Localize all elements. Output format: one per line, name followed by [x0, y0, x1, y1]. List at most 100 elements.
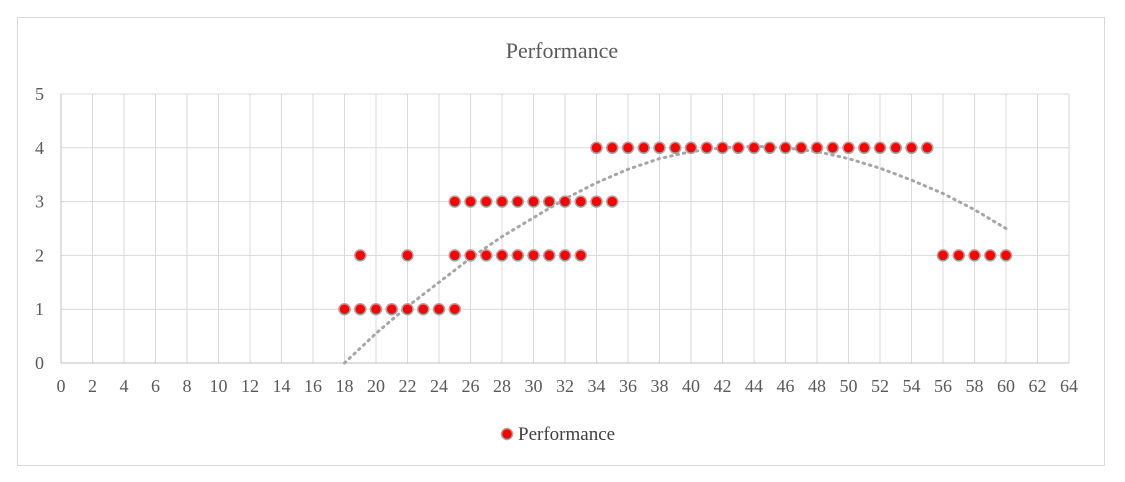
x-tick-label: 18	[336, 376, 354, 396]
data-point	[716, 141, 729, 155]
data-point	[810, 141, 824, 155]
x-tick-label: 24	[430, 376, 448, 396]
data-point	[574, 249, 587, 262]
data-point	[732, 141, 745, 155]
y-tick-label: 4	[35, 138, 44, 158]
data-point	[543, 249, 556, 262]
x-tick-label: 12	[241, 376, 259, 396]
data-point	[590, 195, 603, 208]
data-point	[653, 141, 666, 155]
x-tick-label: 62	[1029, 376, 1047, 396]
chart-frame	[17, 17, 1105, 466]
x-tick-label: 46	[777, 376, 795, 396]
legend-label: Performance	[518, 424, 615, 445]
data-point	[448, 302, 461, 316]
data-point	[968, 249, 981, 262]
data-point	[826, 141, 839, 155]
data-point	[999, 249, 1013, 262]
data-point	[401, 249, 414, 262]
chart-title: Performance	[506, 38, 618, 63]
data-point	[369, 302, 383, 316]
x-tick-label: 42	[714, 376, 732, 396]
data-point	[700, 141, 713, 155]
x-tick-label: 0	[57, 376, 66, 396]
data-point	[574, 195, 587, 208]
x-tick-label: 52	[871, 376, 889, 396]
data-point	[527, 249, 540, 262]
data-point	[779, 141, 792, 155]
data-point	[480, 249, 493, 262]
y-tick-label: 0	[35, 353, 44, 373]
data-point	[527, 195, 540, 208]
x-tick-label: 2	[88, 376, 97, 396]
x-tick-label: 40	[682, 376, 700, 396]
x-tick-label: 56	[934, 376, 952, 396]
x-tick-label: 16	[304, 376, 322, 396]
x-tick-label: 20	[367, 376, 385, 396]
data-point	[952, 249, 965, 262]
data-point	[448, 195, 461, 208]
x-tick-label: 58	[966, 376, 984, 396]
data-point	[511, 195, 524, 208]
y-tick-labels: 0 1 2 3 4 5	[35, 84, 44, 373]
data-point	[606, 141, 619, 155]
x-tick-label: 60	[997, 376, 1015, 396]
data-point	[511, 249, 524, 262]
data-point	[842, 141, 855, 155]
y-tick-label: 3	[35, 192, 44, 212]
data-point	[432, 302, 446, 316]
y-tick-label: 2	[35, 245, 44, 265]
legend-marker	[500, 427, 514, 441]
x-tick-label: 38	[651, 376, 669, 396]
data-point	[495, 195, 509, 208]
data-point	[590, 141, 603, 155]
x-tick-label: 4	[120, 376, 129, 396]
x-tick-label: 26	[462, 376, 480, 396]
trendline-path	[343, 144, 1008, 365]
x-tick-label: 54	[903, 376, 921, 396]
axes	[60, 94, 1069, 364]
data-point	[464, 249, 477, 262]
data-point	[338, 302, 351, 316]
legend: Performance	[500, 424, 615, 445]
data-point	[984, 249, 997, 262]
x-tick-label: 44	[745, 376, 763, 396]
data-point	[606, 195, 619, 208]
x-tick-label: 64	[1060, 376, 1078, 396]
data-point	[684, 141, 698, 155]
data-point	[448, 249, 461, 262]
data-point	[385, 302, 398, 316]
data-point	[354, 302, 367, 316]
data-point	[558, 249, 572, 262]
x-tick-label: 50	[840, 376, 858, 396]
data-point	[464, 195, 477, 208]
data-point	[354, 249, 367, 262]
x-tick-label: 8	[183, 376, 192, 396]
data-point	[543, 195, 556, 208]
data-point	[417, 302, 430, 316]
x-tick-label: 10	[210, 376, 228, 396]
data-point	[669, 141, 682, 155]
x-tick-label: 36	[619, 376, 637, 396]
data-point	[889, 141, 902, 155]
data-point	[921, 141, 934, 155]
x-tick-label: 22	[399, 376, 417, 396]
data-point	[873, 141, 887, 155]
x-tick-labels: 0 2 4 6 8 10 12 14 16 18 20 22 24 26 28 30 32 34 36 38 40 42 4…	[57, 376, 1079, 396]
x-tick-label: 14	[273, 376, 291, 396]
data-points	[338, 141, 1013, 316]
x-tick-label: 34	[588, 376, 606, 396]
data-point	[495, 249, 509, 262]
data-point	[905, 141, 918, 155]
x-tick-label: 28	[493, 376, 511, 396]
data-point	[795, 141, 808, 155]
data-point	[480, 195, 493, 208]
data-point	[763, 141, 776, 155]
data-point	[558, 195, 572, 208]
y-tick-label: 5	[35, 84, 44, 104]
trendline	[343, 144, 1008, 365]
y-tick-label: 1	[35, 299, 44, 319]
data-point	[637, 141, 650, 155]
data-point	[858, 141, 871, 155]
